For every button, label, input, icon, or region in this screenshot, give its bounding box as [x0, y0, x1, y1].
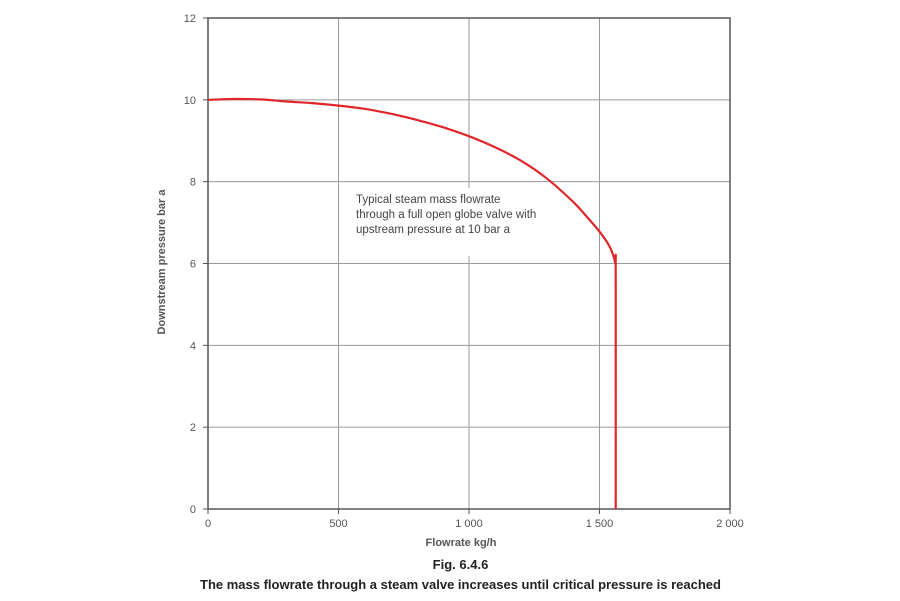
y-tick-label: 0: [190, 504, 196, 516]
x-tick-label: 1 000: [455, 518, 483, 530]
figure-caption: The mass flowrate through a steam valve …: [200, 577, 721, 592]
tick-marks: [203, 17, 731, 514]
annotation-line: through a full open globe valve with: [356, 209, 536, 221]
x-tick-label: 500: [329, 518, 347, 530]
annotation-background: [348, 188, 576, 256]
y-tick-label: 10: [184, 95, 196, 107]
series-line: [207, 97, 617, 510]
x-tick-label: 1 500: [586, 518, 614, 530]
y-tick-labels: 0 2 4 6 8 10 12: [184, 13, 196, 516]
y-tick-label: 2: [190, 422, 196, 434]
annotation-line: Typical steam mass flowrate: [356, 194, 500, 206]
series: [207, 97, 617, 510]
x-tick-label: 0: [205, 518, 211, 530]
x-tick-label: 2 000: [716, 518, 744, 530]
x-tick-labels: 0 500 1 000 1 500 2 000: [205, 518, 744, 530]
x-axis-title: Flowrate kg/h: [426, 537, 497, 549]
y-tick-label: 6: [190, 259, 196, 271]
figure-number: Fig. 6.4.6: [432, 557, 489, 572]
annotation-line: upstream pressure at 10 bar a: [356, 224, 511, 236]
y-tick-label: 4: [190, 340, 196, 352]
y-tick-label: 12: [184, 13, 196, 25]
y-tick-label: 8: [190, 177, 196, 189]
annotation: Typical steam mass flowrate through a ful…: [348, 188, 576, 256]
chart: 0 2 4 6 8 10 12 0 500 1 000 1 500 2 000 Typical st…: [156, 13, 744, 549]
y-axis-title: Downstream pressure bar a: [156, 189, 168, 335]
grid: [208, 18, 730, 509]
